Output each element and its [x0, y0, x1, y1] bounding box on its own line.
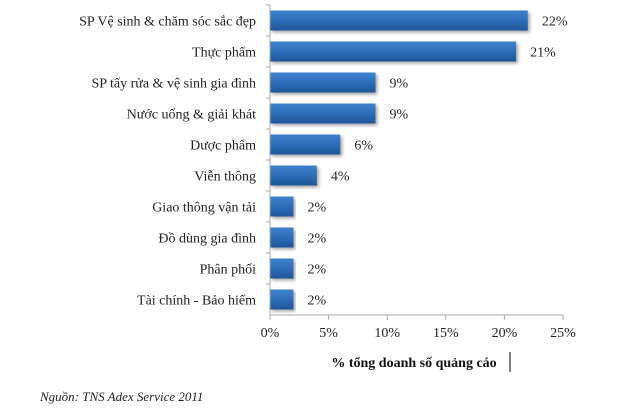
- category-label: Giao thông vận tải: [152, 201, 256, 216]
- x-tick-label: 25%: [550, 326, 576, 341]
- source-note: Nguồn: TNS Adex Service 2011: [39, 389, 203, 404]
- x-tick-label: 15%: [433, 326, 459, 341]
- category-label: SP Vệ sinh & chăm sóc sắc đẹp: [79, 15, 256, 30]
- data-label: 6%: [354, 139, 373, 154]
- data-label: 9%: [389, 108, 408, 123]
- x-axis-title: % tổng doanh số quảng cáo: [331, 356, 496, 371]
- category-label: Nước uống & giải khát: [127, 108, 256, 123]
- bar: [270, 103, 376, 124]
- bar: [270, 289, 294, 310]
- category-label: Thực phẩm: [192, 46, 256, 61]
- bar: [270, 10, 528, 31]
- category-label: Tài chính - Bảo hiểm: [137, 294, 256, 309]
- bar: [270, 258, 294, 279]
- data-label: 2%: [307, 201, 326, 216]
- data-label: 9%: [389, 77, 408, 92]
- x-tick-label: 5%: [319, 326, 338, 341]
- bar: [270, 41, 517, 62]
- x-tick-label: 10%: [374, 326, 400, 341]
- bar: [270, 227, 294, 248]
- category-label: Phân phối: [200, 263, 257, 278]
- data-label: 22%: [542, 15, 568, 30]
- x-tick-label: 20%: [492, 326, 518, 341]
- category-label: Viễn thông: [194, 170, 256, 185]
- data-label: 21%: [530, 46, 556, 61]
- data-label: 4%: [331, 170, 350, 185]
- x-tick-label: 0%: [261, 326, 280, 341]
- data-label: 2%: [307, 263, 326, 278]
- category-label: SP tẩy rửa & vệ sinh gia đình: [91, 77, 256, 92]
- bar: [270, 196, 294, 217]
- data-label: 2%: [307, 294, 326, 309]
- data-label: 2%: [307, 232, 326, 247]
- bar: [270, 165, 317, 186]
- category-label: Dược phẩm: [190, 139, 256, 154]
- bar: [270, 72, 376, 93]
- category-label: Đồ dùng gia đình: [158, 232, 256, 247]
- bar: [270, 134, 341, 155]
